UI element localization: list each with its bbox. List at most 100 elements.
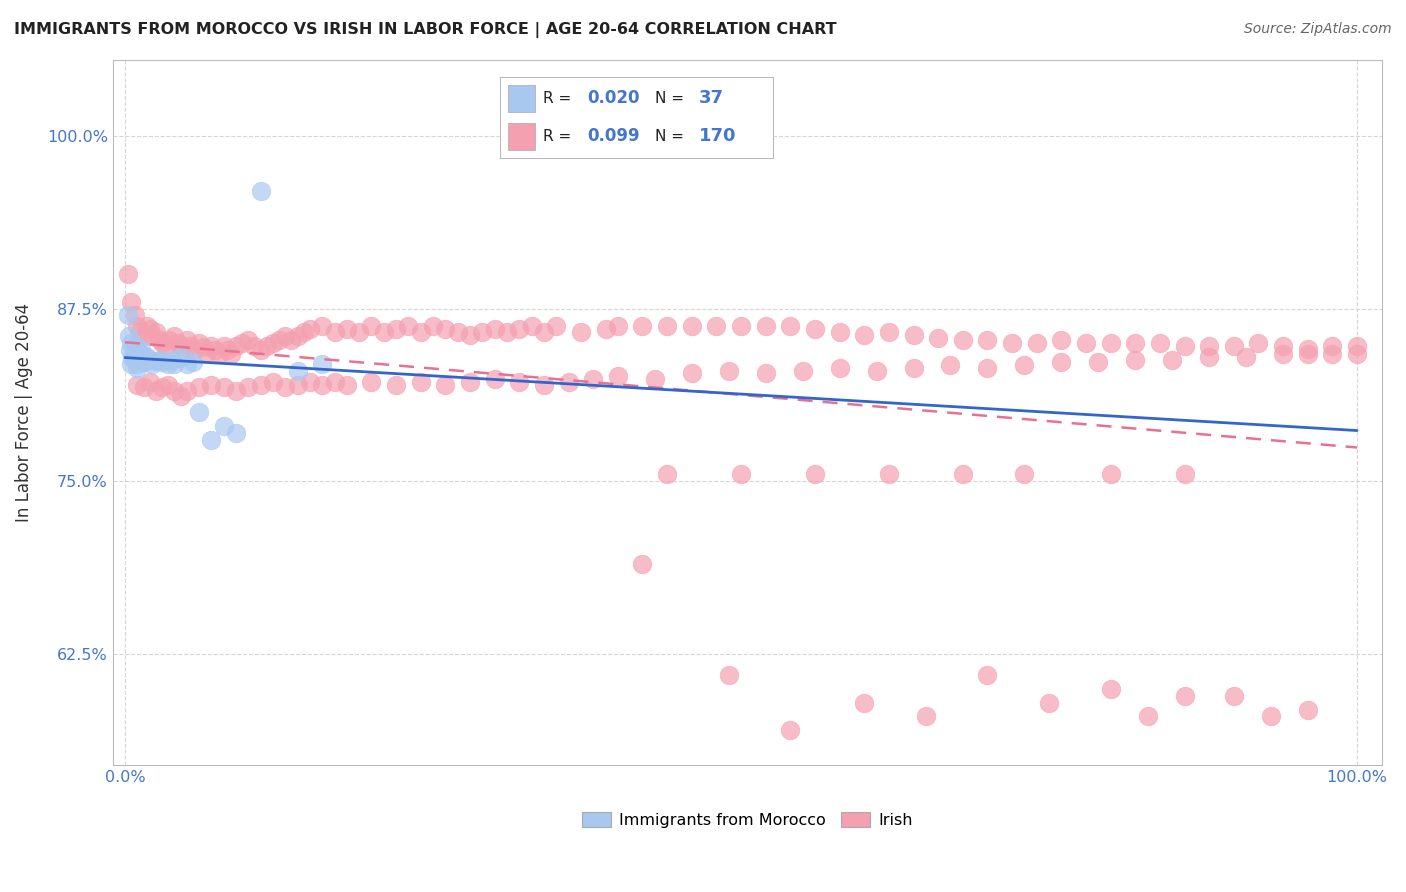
Point [160, 352, 183, 367]
Point [267, 334, 290, 348]
Legend: Immigrants from Morocco, Irish: Immigrants from Morocco, Irish [575, 806, 920, 834]
Point [1050, 355, 1073, 369]
Point [124, 347, 146, 361]
Point [976, 334, 998, 348]
Point [131, 349, 153, 363]
Point [853, 696, 876, 710]
Point [138, 322, 160, 336]
Point [1099, 681, 1122, 696]
Point [557, 375, 579, 389]
Point [409, 375, 432, 389]
Point [1123, 352, 1146, 367]
Point [287, 364, 309, 378]
Point [311, 357, 333, 371]
Point [1014, 358, 1036, 372]
Point [200, 377, 222, 392]
Point [155, 339, 177, 353]
Point [243, 339, 266, 353]
Point [396, 319, 419, 334]
Point [434, 377, 457, 392]
Point [132, 329, 155, 343]
Point [336, 322, 359, 336]
Point [458, 327, 481, 342]
Point [274, 329, 297, 343]
Point [1198, 339, 1220, 353]
Point [508, 375, 530, 389]
Point [127, 377, 149, 392]
Point [681, 319, 703, 334]
Text: Source: ZipAtlas.com: Source: ZipAtlas.com [1244, 22, 1392, 37]
Point [508, 322, 530, 336]
Point [804, 467, 827, 482]
Point [204, 343, 226, 357]
Point [134, 350, 156, 364]
Point [150, 380, 173, 394]
Point [238, 334, 260, 348]
Point [877, 325, 900, 339]
Point [323, 325, 346, 339]
Point [127, 319, 149, 334]
Point [212, 380, 235, 394]
Point [1001, 336, 1024, 351]
Point [225, 339, 247, 353]
Point [200, 433, 222, 447]
Point [118, 343, 141, 357]
Point [1272, 339, 1295, 353]
Point [877, 467, 900, 482]
Point [409, 325, 432, 339]
Point [631, 558, 654, 572]
Point [195, 345, 218, 359]
Point [274, 380, 297, 394]
Point [569, 325, 592, 339]
Point [347, 325, 370, 339]
Point [976, 361, 998, 376]
Point [145, 354, 167, 368]
Point [138, 352, 160, 367]
Point [145, 384, 167, 399]
Point [298, 375, 321, 389]
Point [157, 377, 180, 392]
Point [148, 352, 170, 367]
Point [755, 367, 778, 381]
Point [496, 325, 519, 339]
Point [546, 319, 568, 334]
Point [1247, 336, 1270, 351]
Point [606, 319, 628, 334]
Point [132, 352, 155, 367]
Point [163, 357, 186, 371]
Point [311, 319, 333, 334]
Point [385, 377, 408, 392]
Point [208, 347, 231, 361]
Point [717, 668, 740, 682]
Point [458, 375, 481, 389]
Point [360, 319, 382, 334]
Point [169, 389, 191, 403]
Point [1346, 347, 1368, 361]
Point [120, 336, 142, 351]
Point [853, 327, 876, 342]
Point [298, 322, 321, 336]
Point [191, 340, 214, 354]
Point [323, 375, 346, 389]
Point [779, 723, 801, 738]
Point [188, 380, 211, 394]
Point [1038, 696, 1060, 710]
Point [373, 325, 395, 339]
Point [755, 319, 778, 334]
Point [533, 325, 555, 339]
Point [484, 322, 506, 336]
Point [128, 345, 150, 359]
Point [249, 377, 271, 392]
Point [447, 325, 470, 339]
Point [903, 327, 925, 342]
Point [238, 380, 260, 394]
Point [336, 377, 359, 392]
Point [655, 319, 678, 334]
Point [132, 380, 155, 394]
Point [176, 334, 198, 348]
Point [1050, 334, 1073, 348]
Point [914, 709, 936, 723]
Point [631, 319, 654, 334]
Point [136, 350, 159, 364]
Point [136, 319, 159, 334]
